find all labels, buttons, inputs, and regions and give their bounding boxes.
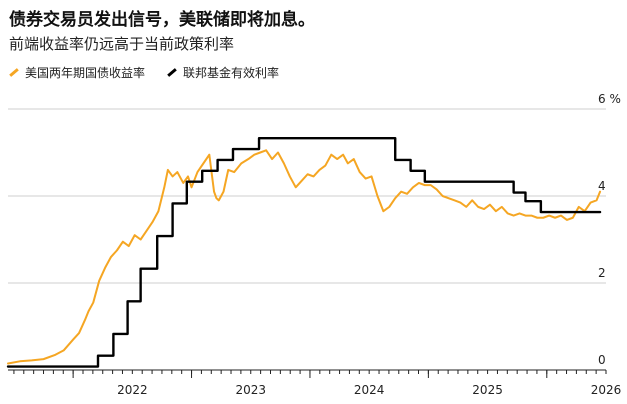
y-tick-label: 4 [598,179,606,193]
x-tick-label: 2022 [117,383,148,397]
chart-title: 债券交易员发出信号，美联储即将加息。 [9,10,315,30]
legend-item-fed: 联邦基金有效利率 [167,64,279,81]
x-tick-label: 2024 [354,383,385,397]
x-tick-label: 2023 [235,383,266,397]
y-tick-label: 2 [598,266,606,280]
legend-label-yield: 美国两年期国债收益率 [25,66,146,80]
x-tick-label: 2026 [591,383,622,397]
y-tick-label: 6 % [598,92,621,106]
legend: 美国两年期国债收益率 联邦基金有效利率 [9,64,279,81]
series-layer [6,136,602,368]
axis-layer [8,369,607,378]
chart-subtitle: 前端收益率仍远高于当前政策利率 [9,35,235,53]
series-line-fed-funds [6,136,602,368]
grid-layer [8,108,606,284]
legend-item-yield: 美国两年期国债收益率 [9,64,145,81]
legend-label-fed: 联邦基金有效利率 [183,66,280,80]
x-tick-label: 2025 [472,383,503,397]
y-tick-label: 0 [598,353,606,367]
label-layer: 0 2 4 6 % 2022 2023 2024 2025 2026 [117,92,621,397]
series-line-yield [7,149,602,365]
